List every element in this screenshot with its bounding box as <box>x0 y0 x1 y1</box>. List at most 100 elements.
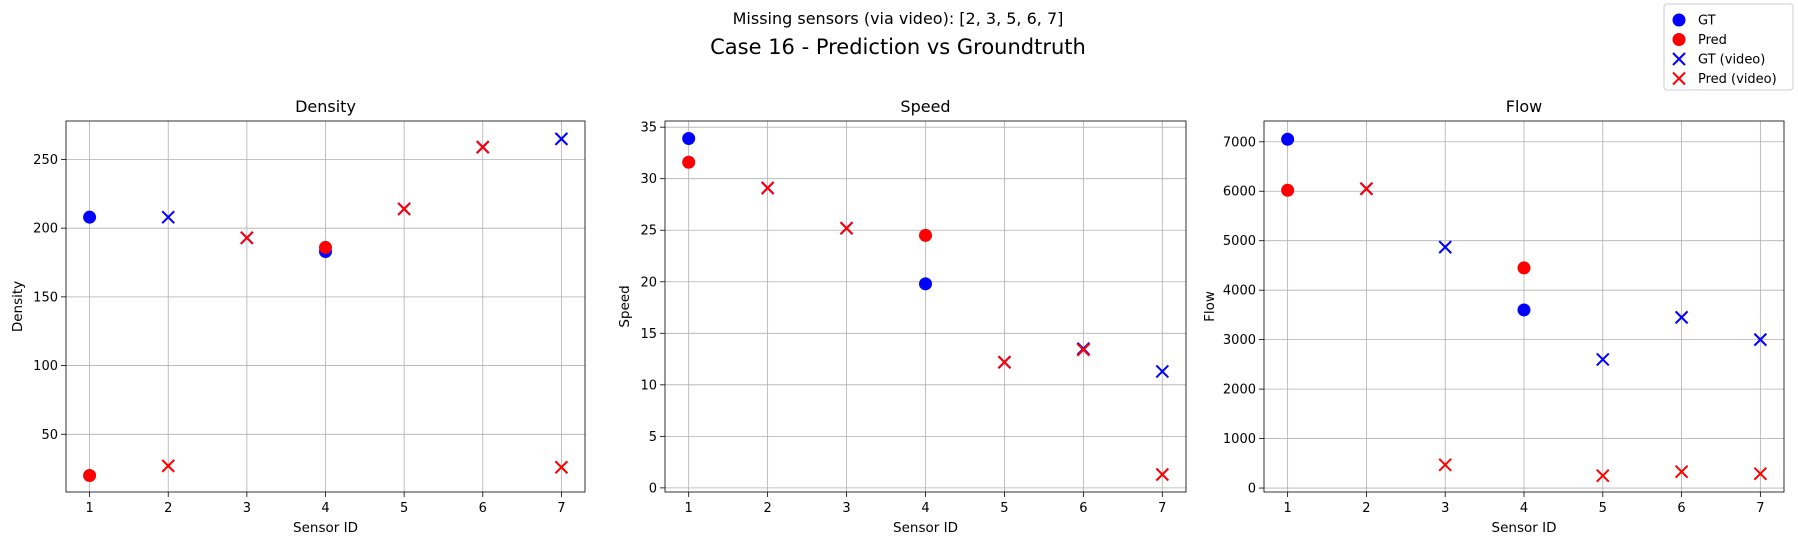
data-point-x <box>1596 352 1610 367</box>
data-point-x <box>760 181 775 195</box>
y-tick-label: 10 <box>640 378 657 393</box>
x-tick-label: 6 <box>1677 501 1685 516</box>
y-axis-label: Density <box>10 281 26 332</box>
x-tick-label: 5 <box>400 501 408 516</box>
y-tick-label: 2000 <box>1223 383 1256 398</box>
x-marker-stroke <box>839 221 854 235</box>
data-point-x <box>1753 332 1768 347</box>
data-point-x <box>1359 182 1374 196</box>
figure-title: Case 16 - Prediction vs Groundtruth <box>710 35 1086 59</box>
panel-title: Speed <box>900 97 950 116</box>
x-tick-label: 4 <box>1520 501 1528 516</box>
speed-panel: 1 2 3 4 5 6 7 0 5 10 15 20 25 30 35 Speed Sensor ID Speed <box>617 97 1187 536</box>
legend-label: GT <box>1698 14 1716 29</box>
data-point-x <box>1438 458 1452 472</box>
y-tick-label: 35 <box>640 121 657 136</box>
data-point-x <box>1753 466 1768 481</box>
x-marker-stroke <box>1674 465 1689 479</box>
y-tick-label: 200 <box>33 222 58 237</box>
data-point-circle <box>682 132 696 146</box>
x-marker-stroke <box>1674 310 1689 325</box>
data-point-x <box>554 460 569 474</box>
x-tick-label: 3 <box>1441 501 1449 516</box>
data-point-circle <box>1281 132 1295 146</box>
x-tick-label: 4 <box>321 501 329 516</box>
y-tick-label: 150 <box>33 290 58 305</box>
data-point-circle <box>1517 261 1531 275</box>
x-axis-label: Sensor ID <box>893 520 958 536</box>
data-point-x <box>397 202 411 216</box>
y-axis-label: Speed <box>617 285 633 327</box>
figure-subtitle: Missing sensors (via video): [2, 3, 5, 6… <box>733 9 1064 28</box>
y-tick-label: 6000 <box>1223 185 1256 200</box>
data-point-x <box>1674 310 1689 325</box>
x-marker-stroke <box>240 231 254 245</box>
x-marker-stroke <box>1438 240 1452 254</box>
x-tick-label: 4 <box>921 501 929 516</box>
x-tick-label: 7 <box>1158 501 1166 516</box>
data-point-x <box>839 221 854 235</box>
y-tick-label: 20 <box>640 275 657 290</box>
data-point-x <box>1155 467 1170 482</box>
legend-label: GT (video) <box>1698 53 1765 68</box>
flow-panel: 1 2 3 4 5 6 7 0 1000 2000 3000 4000 5000 6000 7000 Flow… <box>1202 97 1785 536</box>
x-marker-stroke <box>1753 466 1768 481</box>
data-point-x <box>554 132 569 146</box>
y-tick-label: 100 <box>33 359 58 374</box>
x-axis-label: Sensor ID <box>1492 520 1557 536</box>
y-tick-label: 3000 <box>1223 333 1256 348</box>
panel-title: Density <box>295 97 356 116</box>
x-tick-label: 1 <box>685 501 693 516</box>
x-tick-label: 3 <box>243 501 251 516</box>
y-tick-label: 250 <box>33 153 58 168</box>
y-tick-label: 50 <box>41 428 58 443</box>
x-tick-label: 2 <box>164 501 172 516</box>
data-point-x <box>997 355 1012 369</box>
panel-title: Flow <box>1506 97 1543 116</box>
x-tick-label: 2 <box>1362 501 1370 516</box>
legend-marker-circle <box>1672 13 1686 27</box>
x-tick-label: 7 <box>557 501 565 516</box>
x-tick-label: 2 <box>763 501 771 516</box>
x-axis-label: Sensor ID <box>293 520 358 536</box>
data-point-x <box>1674 465 1689 479</box>
y-tick-label: 25 <box>640 224 657 239</box>
legend-marker-circle <box>1672 33 1686 46</box>
y-axis-label: Flow <box>1202 291 1218 322</box>
data-point-circle <box>83 210 97 224</box>
x-marker-stroke <box>1155 364 1170 379</box>
y-tick-label: 0 <box>649 481 657 496</box>
y-tick-label: 7000 <box>1223 135 1256 150</box>
density-panel: 1 2 3 4 5 6 7 50 100 150 200 250 Density Sensor ID Den… <box>10 97 586 536</box>
x-marker-stroke <box>1359 182 1374 196</box>
data-point-circle <box>83 469 97 483</box>
x-marker-stroke <box>554 460 569 474</box>
x-marker-stroke <box>1596 352 1610 367</box>
y-tick-label: 5000 <box>1223 234 1256 249</box>
x-marker-stroke <box>1753 332 1768 347</box>
x-tick-label: 3 <box>842 501 850 516</box>
y-tick-label: 4000 <box>1223 284 1256 299</box>
legend: GT Pred GT (video) Pred (video) <box>1663 3 1794 91</box>
data-point-circle <box>319 240 332 254</box>
data-point-circle <box>919 228 932 242</box>
data-point-x <box>1155 364 1170 379</box>
x-tick-label: 6 <box>479 501 487 516</box>
legend-x-stroke <box>1672 52 1686 66</box>
legend-x-stroke <box>1672 71 1686 86</box>
legend-label: Pred <box>1698 33 1727 48</box>
data-point-x <box>476 140 490 154</box>
y-tick-label: 1000 <box>1223 432 1256 447</box>
data-point-x <box>1596 468 1610 483</box>
x-tick-label: 7 <box>1756 501 1764 516</box>
data-point-circle <box>1281 183 1295 197</box>
x-marker-stroke <box>397 202 411 216</box>
y-tick-label: 30 <box>640 172 657 187</box>
x-tick-label: 1 <box>85 501 93 516</box>
y-tick-label: 15 <box>640 327 657 342</box>
data-point-circle <box>1517 303 1531 317</box>
legend-marker-x <box>1672 52 1686 66</box>
x-marker-stroke <box>161 210 175 224</box>
x-tick-label: 6 <box>1079 501 1087 516</box>
